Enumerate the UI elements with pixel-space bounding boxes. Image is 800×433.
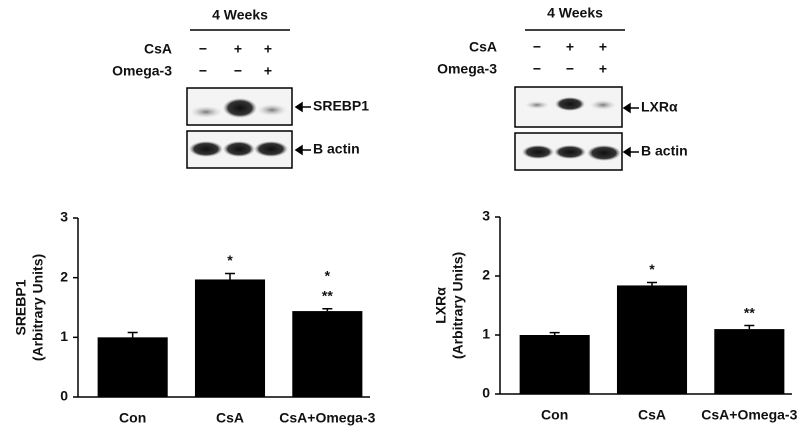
blot-period: 4 Weeks (212, 7, 268, 23)
x-tick-label: CsA (638, 407, 666, 423)
treatment-sign: + (599, 61, 607, 77)
y-axis-label: (Arbitrary Units) (30, 254, 46, 361)
bar (616, 285, 688, 394)
significance-mark: * (649, 261, 655, 277)
treatment-label: CsA (469, 39, 497, 55)
bar-chart: 0 1 2 3 SREBP1 (Arbitrary Units) Con CsA * CsA+Om… (13, 209, 376, 426)
bar-chart: 0 1 2 3 LXRα (Arbitrary Units) Con CsA * CsA+Omeg… (433, 208, 798, 423)
significance-mark: ** (322, 287, 333, 303)
y-axis-label: (Arbitrary Units) (450, 252, 466, 359)
treatment-label: CsA (144, 41, 172, 57)
x-tick-label: Con (119, 410, 146, 426)
band-label: B actin (641, 143, 688, 159)
treatment-sign: − (199, 41, 207, 57)
treatment-label: Omega-3 (437, 61, 497, 77)
y-tick-label: 0 (482, 385, 490, 401)
treatment-sign: + (264, 41, 272, 57)
y-tick-label: 1 (60, 328, 68, 344)
y-tick-label: 1 (482, 326, 490, 342)
error-bar (549, 331, 560, 335)
bar (292, 311, 363, 397)
significance-mark: * (325, 267, 331, 283)
x-tick-label: CsA (216, 410, 244, 426)
significance-mark: ** (744, 304, 755, 320)
blot-images (186, 29, 639, 171)
blot-period: 4 Weeks (547, 5, 603, 21)
significance-mark: * (227, 252, 233, 268)
y-tick-label: 0 (60, 388, 68, 404)
y-axis-label: SREBP1 (13, 279, 29, 335)
band-label: LXRα (641, 99, 678, 115)
y-tick-label: 3 (482, 208, 490, 224)
treatment-sign: + (234, 41, 242, 57)
error-bar (225, 272, 235, 280)
bar (519, 335, 590, 394)
treatment-sign: − (533, 61, 541, 77)
x-tick-label: CsA+Omega-3 (279, 410, 375, 426)
treatment-sign: + (566, 39, 574, 55)
treatment-sign: − (234, 63, 242, 79)
treatment-sign: − (566, 61, 574, 77)
treatment-sign: − (199, 63, 207, 79)
treatment-label: Omega-3 (112, 63, 172, 79)
y-tick-label: 2 (60, 268, 68, 284)
band-label: B actin (313, 141, 360, 157)
treatment-sign: + (599, 39, 607, 55)
treatment-sign: + (264, 63, 272, 79)
bar (194, 279, 266, 397)
band-label: SREBP1 (313, 98, 369, 114)
x-tick-label: CsA+Omega-3 (701, 407, 797, 423)
y-tick-label: 2 (482, 267, 490, 283)
treatment-sign: − (533, 39, 541, 55)
bar (97, 337, 168, 397)
error-bar (647, 281, 657, 286)
x-tick-label: Con (541, 407, 568, 423)
y-axis-label: LXRα (433, 287, 449, 324)
error-bar (322, 307, 333, 312)
bar (714, 329, 785, 394)
y-tick-label: 3 (60, 209, 68, 225)
error-bar (127, 331, 138, 338)
error-bar (744, 324, 755, 330)
